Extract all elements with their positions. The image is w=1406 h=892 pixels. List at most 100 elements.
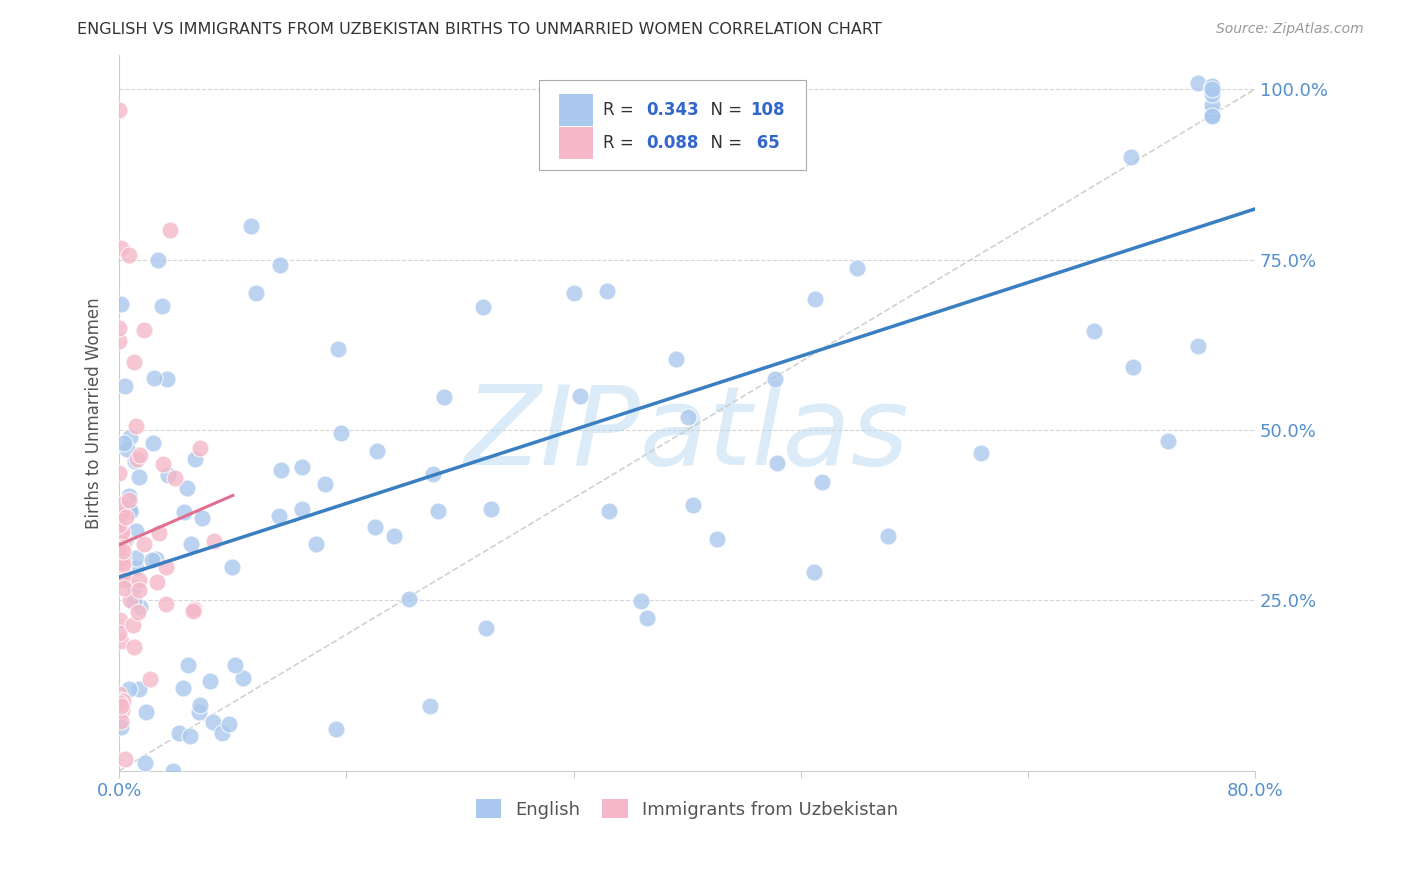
- Point: [398, 591, 420, 606]
- Point: [110, 555, 132, 569]
- Point: [1201, 81, 1223, 95]
- Point: [108, 517, 131, 532]
- Point: [1201, 109, 1223, 123]
- Point: [155, 560, 177, 574]
- Y-axis label: Births to Unmarried Women: Births to Unmarried Women: [86, 297, 103, 529]
- Point: [129, 599, 152, 614]
- Point: [118, 248, 141, 262]
- Point: [1187, 77, 1209, 91]
- Point: [766, 456, 789, 470]
- Point: [146, 575, 169, 590]
- Point: [124, 453, 146, 467]
- Point: [111, 544, 134, 558]
- Point: [876, 528, 898, 542]
- Point: [218, 717, 240, 731]
- Point: [108, 541, 131, 556]
- Point: [117, 500, 139, 514]
- Point: [138, 672, 160, 686]
- Point: [108, 103, 131, 117]
- Point: [111, 694, 134, 708]
- Point: [479, 502, 502, 516]
- Point: [190, 441, 212, 455]
- Point: [201, 714, 224, 729]
- Point: [150, 299, 173, 313]
- Point: [330, 426, 353, 441]
- Text: ENGLISH VS IMMIGRANTS FROM UZBEKISTAN BIRTHS TO UNMARRIED WOMEN CORRELATION CHAR: ENGLISH VS IMMIGRANTS FROM UZBEKISTAN BI…: [77, 22, 882, 37]
- Point: [176, 481, 198, 495]
- Point: [114, 534, 136, 549]
- Point: [111, 525, 134, 540]
- Text: R =: R =: [603, 101, 640, 120]
- Point: [165, 471, 187, 485]
- Point: [142, 436, 165, 450]
- Point: [177, 658, 200, 673]
- Point: [128, 681, 150, 696]
- Point: [665, 352, 688, 367]
- Point: [114, 573, 136, 587]
- Point: [110, 699, 132, 714]
- Point: [111, 535, 134, 549]
- Point: [1201, 108, 1223, 122]
- Point: [112, 550, 135, 565]
- Point: [125, 451, 148, 466]
- Point: [1201, 98, 1223, 112]
- Point: [110, 633, 132, 648]
- Point: [115, 510, 138, 524]
- Point: [167, 726, 190, 740]
- Point: [125, 418, 148, 433]
- Point: [156, 372, 179, 386]
- Point: [110, 697, 132, 711]
- Point: [678, 410, 700, 425]
- Point: [183, 604, 205, 618]
- Point: [1121, 150, 1143, 164]
- Point: [128, 469, 150, 483]
- Point: [128, 448, 150, 462]
- Point: [114, 379, 136, 393]
- Point: [636, 611, 658, 625]
- Point: [325, 722, 347, 736]
- Point: [108, 514, 131, 528]
- Point: [108, 625, 131, 640]
- Text: ZIPatlas: ZIPatlas: [465, 381, 910, 488]
- Point: [803, 565, 825, 579]
- Point: [148, 525, 170, 540]
- Point: [364, 520, 387, 534]
- Point: [183, 452, 205, 467]
- Point: [1157, 434, 1180, 448]
- Point: [305, 537, 328, 551]
- FancyBboxPatch shape: [540, 80, 806, 169]
- Point: [159, 223, 181, 237]
- Point: [118, 681, 141, 696]
- Point: [433, 390, 456, 404]
- Point: [117, 442, 139, 457]
- Point: [188, 698, 211, 712]
- Text: R =: R =: [603, 134, 640, 153]
- Point: [366, 444, 388, 458]
- Point: [1201, 80, 1223, 95]
- Point: [120, 503, 142, 517]
- Point: [211, 725, 233, 739]
- Point: [269, 258, 291, 272]
- Point: [110, 566, 132, 581]
- Point: [122, 580, 145, 594]
- Point: [763, 372, 786, 386]
- Point: [596, 284, 619, 298]
- FancyBboxPatch shape: [558, 128, 593, 159]
- Point: [108, 320, 131, 334]
- Point: [569, 389, 592, 403]
- Point: [270, 463, 292, 477]
- Point: [422, 467, 444, 482]
- Point: [110, 241, 132, 255]
- Point: [180, 537, 202, 551]
- Point: [173, 505, 195, 519]
- Point: [845, 260, 868, 275]
- Point: [267, 508, 290, 523]
- Point: [314, 476, 336, 491]
- Point: [291, 502, 314, 516]
- Text: N =: N =: [700, 134, 747, 153]
- Point: [114, 752, 136, 766]
- Point: [124, 640, 146, 654]
- Point: [239, 219, 262, 233]
- Point: [190, 510, 212, 524]
- Point: [108, 334, 131, 349]
